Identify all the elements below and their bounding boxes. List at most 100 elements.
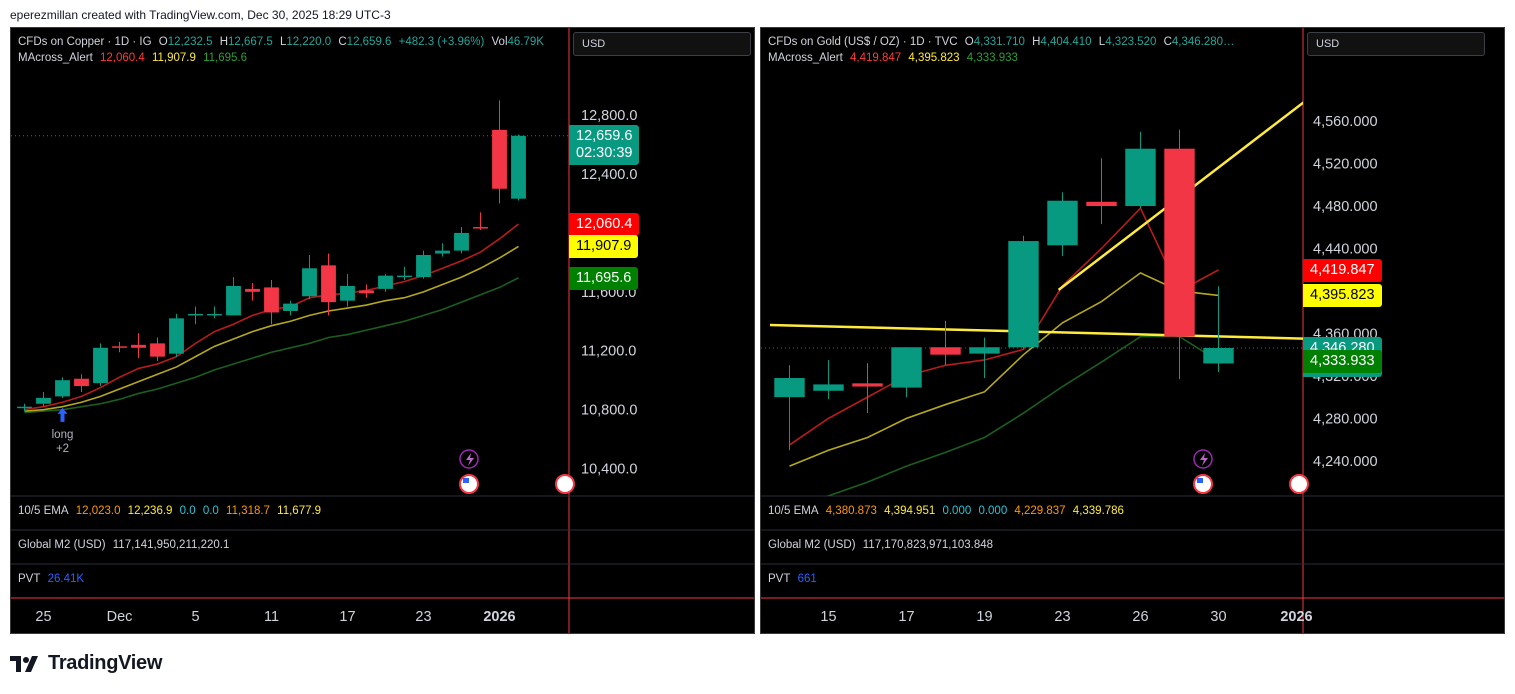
pvt-value: 26.41K bbox=[47, 573, 85, 585]
candle-body bbox=[511, 135, 526, 199]
ema-legend-row: 10/5 EMA 4,380.873 4,394.951 0.000 0.000… bbox=[768, 505, 1128, 517]
countdown-timer: 02:30:39 bbox=[576, 144, 633, 161]
lightning-event-icon bbox=[459, 449, 479, 469]
candle-body bbox=[150, 343, 165, 357]
time-tick-label: 2026 bbox=[483, 609, 515, 625]
main-pane bbox=[761, 101, 1303, 496]
flag-canton-icon bbox=[463, 478, 469, 483]
price-badge: 11,695.6 bbox=[569, 266, 639, 290]
candle-body bbox=[321, 265, 336, 303]
brand-name: TradingView bbox=[48, 652, 163, 674]
m2-name: Global M2 (USD) bbox=[768, 539, 856, 551]
price-tick-label: 12,800.0 bbox=[581, 108, 637, 124]
volume-readout: Vol46.79K bbox=[491, 36, 544, 48]
candle-body bbox=[359, 290, 374, 294]
price-tick-label: 12,400.0 bbox=[581, 167, 637, 183]
ema-value-6: 4,339.786 bbox=[1072, 505, 1124, 517]
price-tick-label: 4,560.000 bbox=[1313, 114, 1378, 130]
time-tick-label: 17 bbox=[339, 609, 355, 625]
currency-selector[interactable]: USD bbox=[573, 32, 751, 56]
ohlc-open: O12,232.5 bbox=[158, 36, 213, 48]
candle-body bbox=[55, 380, 70, 397]
pvt-name: PVT bbox=[768, 573, 791, 585]
gold-chart-svg[interactable]: 4,560.0004,520.0004,480.0004,440.0004,40… bbox=[761, 28, 1505, 634]
ema-value-5: 11,318.7 bbox=[226, 505, 270, 517]
candle-body bbox=[93, 347, 108, 384]
ema-value-1: 4,380.873 bbox=[825, 505, 877, 517]
symbol-title: CFDs on Copper · 1D · IG bbox=[18, 36, 152, 48]
price-tick-label: 4,240.000 bbox=[1313, 454, 1378, 470]
price-tick-label: 4,520.000 bbox=[1313, 157, 1378, 173]
ema-value-4: 0.000 bbox=[978, 505, 1008, 517]
ma-yellow-line bbox=[789, 271, 1219, 467]
ma-yellow-value: 4,395.823 bbox=[908, 52, 960, 64]
signal-arrow-icon bbox=[57, 407, 68, 422]
ohlc-close: C4,346.280… bbox=[1163, 36, 1235, 48]
candle-body bbox=[1203, 347, 1234, 364]
trendline bbox=[769, 323, 1303, 340]
ohlc-low: L12,220.0 bbox=[279, 36, 332, 48]
price-tick-label: 11,200.0 bbox=[581, 344, 636, 360]
candle-body bbox=[74, 378, 89, 387]
time-tick-label: 23 bbox=[1054, 609, 1070, 625]
ema-legend-row: 10/5 EMA 12,023.0 12,236.9 0.0 0.0 11,31… bbox=[18, 505, 325, 517]
candle-body bbox=[340, 285, 355, 301]
copper-chart-svg[interactable]: long+212,800.012,400.012,000.011,600.011… bbox=[11, 28, 755, 634]
candle-body bbox=[112, 346, 127, 348]
time-tick-label: 5 bbox=[191, 609, 199, 625]
ma-yellow-line bbox=[24, 245, 519, 412]
price-tick-label: 10,800.0 bbox=[581, 403, 637, 419]
pvt-value: 661 bbox=[797, 573, 817, 585]
ema-value-3: 0.000 bbox=[942, 505, 972, 517]
ma-red-value: 12,060.4 bbox=[99, 52, 145, 64]
ema-value-4: 0.0 bbox=[202, 505, 219, 517]
price-badge: 4,419.847 bbox=[1303, 258, 1382, 282]
candle-body bbox=[169, 318, 184, 354]
ohlc-change: +482.3 (+3.96%) bbox=[398, 36, 485, 48]
candle-body bbox=[283, 303, 298, 311]
pvt-legend-row: PVT 661 bbox=[768, 573, 821, 585]
ema-value-3: 0.0 bbox=[179, 505, 196, 517]
price-badge: 12,060.4 bbox=[569, 213, 640, 237]
ohlc-close: C12,659.6 bbox=[338, 36, 392, 48]
us-flag-event-icon-edge bbox=[1289, 474, 1309, 494]
candle-body bbox=[930, 347, 961, 355]
tradingview-logo-icon bbox=[10, 655, 38, 672]
signal-label: long bbox=[52, 429, 74, 441]
macross-legend-row: MAcross_Alert 12,060.4 11,907.9 11,695.6 bbox=[18, 52, 251, 64]
candle-body bbox=[1047, 200, 1078, 246]
macross-legend-row: MAcross_Alert 4,419.847 4,395.823 4,333.… bbox=[768, 52, 1022, 64]
candle-body bbox=[891, 347, 922, 388]
gold-chart-panel[interactable]: 4,560.0004,520.0004,480.0004,440.0004,40… bbox=[760, 27, 1505, 634]
time-tick-label: 11 bbox=[264, 609, 279, 625]
lightning-bolt-icon bbox=[466, 453, 474, 466]
ma-green-line bbox=[24, 277, 519, 414]
ema-value-6: 11,677.9 bbox=[277, 505, 322, 517]
candle-body bbox=[1086, 201, 1117, 207]
candle-body bbox=[17, 406, 32, 409]
candle-body bbox=[774, 378, 805, 398]
m2-value: 117,170,823,971,103.848 bbox=[862, 539, 994, 551]
candle-body bbox=[207, 313, 222, 316]
price-tick-label: 4,480.000 bbox=[1313, 199, 1378, 215]
ema-value-1: 12,023.0 bbox=[75, 505, 121, 517]
copper-legend-row: CFDs on Copper · 1D · IG O12,232.5 H12,6… bbox=[18, 36, 548, 48]
ohlc-high: H12,667.5 bbox=[219, 36, 273, 48]
indicator-name: MAcross_Alert bbox=[18, 52, 93, 64]
ma-red-value: 4,419.847 bbox=[849, 52, 902, 64]
ema-value-2: 12,236.9 bbox=[127, 505, 173, 517]
currency-selector[interactable]: USD bbox=[1307, 32, 1485, 56]
time-tick-label: 15 bbox=[820, 609, 836, 625]
ma-green-line bbox=[826, 335, 1219, 496]
price-tick-label: 4,440.000 bbox=[1313, 241, 1378, 257]
copper-chart-panel[interactable]: long+212,800.012,400.012,000.011,600.011… bbox=[10, 27, 755, 634]
candle-body bbox=[1008, 241, 1039, 348]
ema-value-5: 4,229.837 bbox=[1014, 505, 1066, 517]
tradingview-logo[interactable]: TradingView bbox=[10, 652, 162, 675]
candle-body bbox=[378, 275, 393, 289]
indicator-name: MAcross_Alert bbox=[768, 52, 843, 64]
candle-body bbox=[969, 347, 1000, 354]
pvt-name: PVT bbox=[18, 573, 41, 585]
candle-body bbox=[492, 129, 507, 189]
candle-body bbox=[813, 384, 844, 391]
